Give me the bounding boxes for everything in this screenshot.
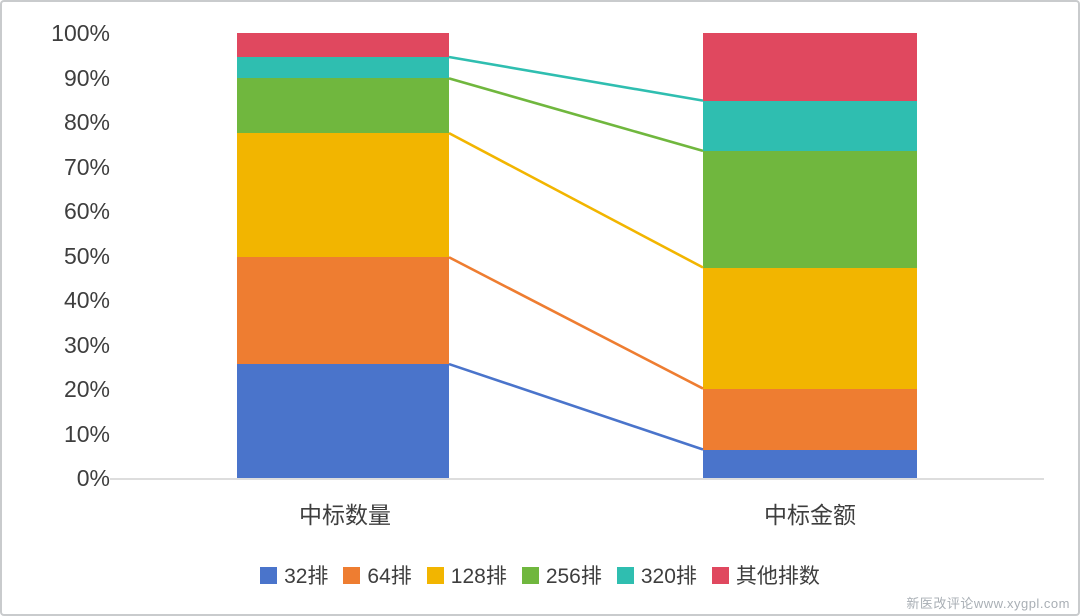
y-tick-label: 10% [63, 420, 110, 447]
y-tick-label: 70% [63, 153, 110, 180]
x-axis-label-amount: 中标金额 [764, 502, 856, 528]
bar-segment [703, 388, 917, 450]
stacked-bar-amount [703, 33, 917, 478]
connector-line [448, 256, 704, 390]
legend-label: 128排 [450, 565, 507, 588]
y-tick-label: 20% [63, 376, 110, 402]
legend-item: 64排 [343, 560, 412, 590]
y-tick-label: 90% [63, 64, 110, 91]
legend-item: 256排 [521, 560, 602, 590]
connector-line [448, 131, 704, 269]
legend-label: 其他排数 [735, 565, 820, 588]
y-tick-label: 0% [76, 465, 110, 491]
stacked-bar-quantity [237, 33, 449, 478]
legend-label: 64排 [367, 565, 412, 588]
bar-segment [237, 57, 449, 79]
bar-segment [237, 133, 449, 258]
bar-segment [703, 449, 917, 478]
legend-swatch-icon [616, 566, 634, 584]
legend-label: 256排 [545, 565, 602, 588]
legend-swatch-icon [343, 566, 361, 584]
bar-segment [237, 364, 449, 478]
legend-item: 32排 [260, 560, 328, 590]
legend-label: 320排 [640, 565, 697, 588]
legend-item: 其他排数 [711, 560, 820, 590]
legend-swatch-icon [711, 566, 729, 584]
y-tick-label: 50% [63, 242, 110, 269]
legend-swatch-icon [260, 566, 278, 584]
bar-segment [703, 100, 917, 151]
connector-line [448, 55, 704, 102]
chart-legend: 32排 64排 128排 256排 320排 其他排数 [2, 560, 1078, 590]
connector-line [448, 362, 704, 451]
x-axis-line [110, 478, 1044, 480]
y-tick-label: 100% [51, 20, 110, 46]
bar-segment [703, 267, 917, 389]
bar-segment [703, 150, 917, 268]
y-tick-label: 40% [63, 287, 110, 313]
x-axis-label-quantity: 中标数量 [299, 502, 391, 528]
legend-swatch-icon [426, 566, 444, 584]
legend-item: 128排 [426, 560, 507, 590]
y-tick-label: 80% [63, 109, 110, 135]
bar-segment [703, 33, 917, 101]
legend-swatch-icon [521, 566, 539, 584]
y-tick-label: 60% [63, 198, 110, 224]
legend-item: 320排 [616, 560, 697, 590]
watermark-text: 新医改评论www.xygpl.com [906, 596, 1070, 611]
bar-segment [237, 33, 449, 58]
connector-line [448, 77, 704, 153]
bar-segment [237, 78, 449, 134]
y-tick-label: 30% [63, 331, 110, 358]
bar-segment [237, 257, 449, 365]
legend-label: 32排 [284, 565, 329, 588]
